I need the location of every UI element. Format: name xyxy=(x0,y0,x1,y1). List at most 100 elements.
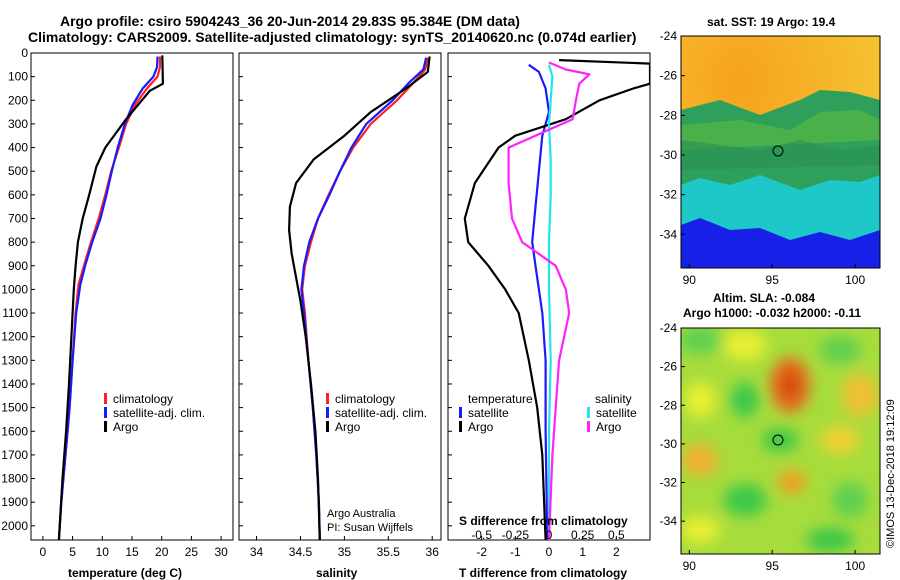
credit: ©IMOS 13-Dec-2018 19:12:09 xyxy=(885,399,897,548)
legend-s-satellite: satellite xyxy=(596,406,637,420)
depth-tick-label: 200 xyxy=(8,93,28,107)
sst-map-title: sat. SST: 19 Argo: 19.4 xyxy=(707,15,836,29)
legend-satellite: satellite-adj. clim. xyxy=(113,406,205,420)
map-x-tick-label: 100 xyxy=(845,559,865,573)
legend-swatch-argo xyxy=(104,421,107,432)
difference-panel: -2 -1 0 1 2 T difference from climatology S … xyxy=(447,52,651,580)
salinity-series xyxy=(288,56,431,540)
series-t-satellite xyxy=(528,63,551,540)
x-tick-label: -1 xyxy=(510,545,521,559)
temperature-panel: 0 5 10 15 20 25 30 temperature (deg C) climato… xyxy=(30,52,234,580)
difference-top-ticks: -0.5 -0.25 0 0.25 0.5 xyxy=(471,528,625,542)
map-y-tick-label: -28 xyxy=(660,108,678,122)
depth-tick-label: 900 xyxy=(8,259,28,273)
salinity-legend: climatology satellite-adj. clim. Argo xyxy=(326,392,427,434)
difference-legend: temperature satellite Argo salinity sate… xyxy=(459,392,637,434)
title-line-1: Argo profile: csiro 5904243_36 20-Jun-20… xyxy=(60,13,520,29)
series-argo xyxy=(57,55,164,540)
depth-tick-label: 400 xyxy=(8,141,28,155)
sla-argo-marker xyxy=(772,434,784,446)
annotation-pi: PI: Susan Wijffels xyxy=(327,522,413,534)
depth-tick-label: 100 xyxy=(8,70,28,84)
legend-t-satellite: satellite xyxy=(468,406,509,420)
temperature-legend: climatology satellite-adj. clim. Argo xyxy=(104,392,205,434)
depth-tick-label: 1300 xyxy=(1,353,28,367)
x-tick-label: 30 xyxy=(214,545,228,559)
x-tick-label: 1 xyxy=(579,545,586,559)
salinity-frame xyxy=(238,52,442,541)
legend-s-argo: Argo xyxy=(596,420,622,434)
sla-map-title: Altim. SLA: -0.084 xyxy=(713,291,815,305)
x-tick-label: 0 xyxy=(40,545,47,559)
x-tick-label: 10 xyxy=(96,545,110,559)
map-x-tick-label: 95 xyxy=(766,273,780,287)
depth-tick-label: 800 xyxy=(8,235,28,249)
legend-satellite: satellite-adj. clim. xyxy=(335,406,427,420)
legend-swatch-satellite xyxy=(326,407,329,418)
salinity-x-ticks: 34 34.5 35 35.5 36 xyxy=(239,52,440,559)
series-t-argo xyxy=(463,59,650,540)
difference-series xyxy=(463,59,650,540)
salinity-xlabel: salinity xyxy=(316,566,358,580)
sla-map: Altim. SLA: -0.084 Argo h1000: -0.032 h2… xyxy=(660,291,881,573)
x-tick-label: 36 xyxy=(426,545,440,559)
map-y-tick-label: -34 xyxy=(660,227,678,241)
map-y-tick-label: -26 xyxy=(660,69,678,83)
sst-map-image xyxy=(681,36,880,268)
depth-tick-label: 1100 xyxy=(2,306,28,320)
legend-swatch-s-satellite xyxy=(587,407,590,418)
sla-map-image xyxy=(681,328,880,554)
legend-argo: Argo xyxy=(335,420,361,434)
map-x-tick-label: 90 xyxy=(683,559,697,573)
depth-tick-label: 1200 xyxy=(1,330,28,344)
sla-map-subtitle: Argo h1000: -0.032 h2000: -0.11 xyxy=(683,306,861,320)
series-climatology xyxy=(301,57,429,540)
legend-swatch-climatology xyxy=(326,393,329,404)
temperature-x-ticks: 0 5 10 15 20 25 30 xyxy=(31,52,228,559)
x-tick-label: 2 xyxy=(613,545,620,559)
depth-tick-label: 1600 xyxy=(1,424,28,438)
depth-tick-label: 1900 xyxy=(1,495,28,509)
depth-tick-label: 2000 xyxy=(1,519,28,533)
series-satellite-adj-clim- xyxy=(57,56,159,540)
legend-swatch-t-argo xyxy=(459,421,462,432)
map-y-tick-label: -30 xyxy=(660,148,678,162)
top-tick-label: -0.25 xyxy=(502,528,530,542)
sst-map-ticks: 90 95 100 -24 -26 -28 -30 -32 -34 xyxy=(660,29,866,287)
map-x-tick-label: 100 xyxy=(845,273,865,287)
x-tick-label: 35.5 xyxy=(377,545,401,559)
depth-tick-label: 1000 xyxy=(1,282,28,296)
temperature-xlabel: temperature (deg C) xyxy=(68,566,182,580)
depth-tick-label: 300 xyxy=(8,117,28,131)
map-y-tick-label: -28 xyxy=(660,398,678,412)
x-tick-label: 15 xyxy=(125,545,139,559)
series-argo xyxy=(288,56,431,540)
x-tick-label: 0 xyxy=(546,545,553,559)
legend-swatch-s-argo xyxy=(587,421,590,432)
depth-tick-label: 1500 xyxy=(1,401,28,415)
temperature-frame xyxy=(30,52,234,541)
depth-tick-label: 1700 xyxy=(1,448,28,462)
x-tick-label: 34 xyxy=(250,545,264,559)
x-tick-label: 5 xyxy=(69,545,76,559)
difference-xlabel: T difference from climatology xyxy=(459,566,627,580)
difference-xlabel-top: S difference from climatology xyxy=(459,514,628,528)
map-x-tick-label: 95 xyxy=(766,559,780,573)
map-y-tick-label: -24 xyxy=(660,29,678,43)
map-y-tick-label: -26 xyxy=(660,360,678,374)
sst-argo-marker xyxy=(772,145,784,157)
sla-map-frame xyxy=(680,327,881,555)
x-tick-label: 20 xyxy=(155,545,169,559)
difference-x-ticks: -2 -1 0 1 2 xyxy=(448,52,620,559)
map-y-tick-label: -34 xyxy=(660,514,678,528)
sst-map: sat. SST: 19 Argo: 19.4 90 95 100 -24 -26 -28… xyxy=(660,15,881,287)
title-line-2: Climatology: CARS2009. Satellite-adjuste… xyxy=(28,29,636,45)
map-y-tick-label: -30 xyxy=(660,437,678,451)
top-tick-label: 0.5 xyxy=(608,528,625,542)
sst-map-frame xyxy=(680,35,881,269)
map-x-tick-label: 90 xyxy=(683,273,697,287)
depth-tick-label: 500 xyxy=(8,164,28,178)
legend-t-argo: Argo xyxy=(468,420,494,434)
depth-axis: 0 100 200 300 400 500 600 700 800 900 1000 1100 1200… xyxy=(1,46,28,533)
